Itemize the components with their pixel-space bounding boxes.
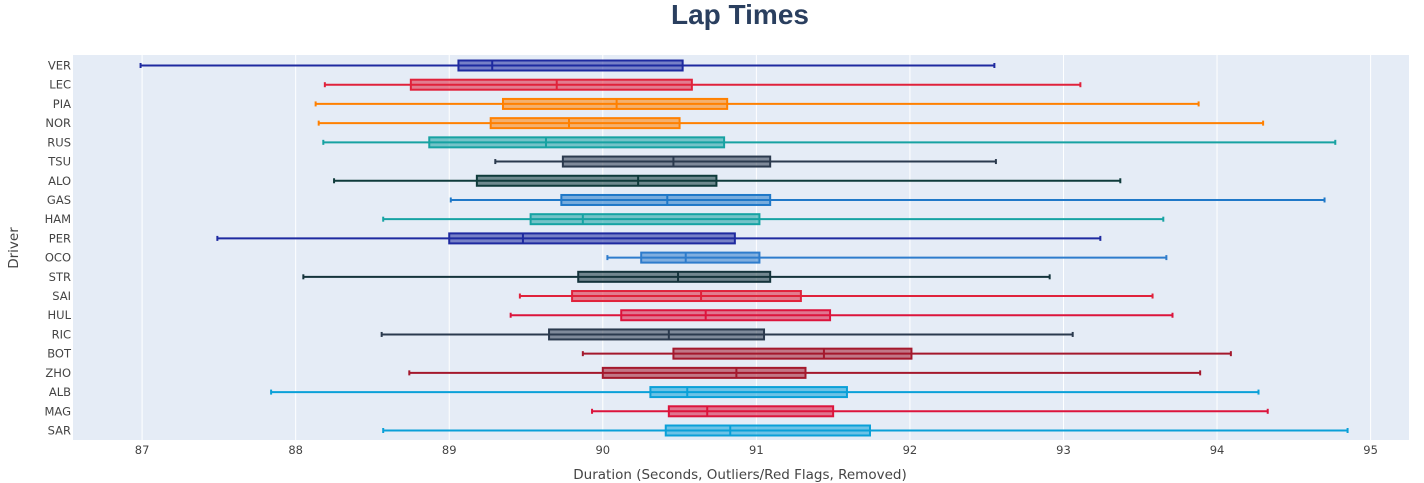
y-tick-label-sar: SAR: [48, 424, 71, 438]
x-tick-label-2: 89: [442, 443, 457, 457]
box-per: [216, 232, 1102, 245]
iqr-box-pia: [501, 97, 729, 110]
plot-background: [73, 55, 1409, 440]
iqr-box-ham: [529, 213, 761, 226]
iqr-box-sar: [664, 424, 871, 437]
y-tick-label-oco: OCO: [45, 251, 71, 265]
iqr-box-tsu: [561, 155, 772, 168]
iqr-box-ric: [548, 328, 766, 341]
box-str: [302, 270, 1051, 283]
iqr-box-zho: [601, 366, 807, 379]
y-tick-label-hul: HUL: [48, 308, 72, 322]
iqr-box-lec: [409, 78, 693, 91]
x-tick-label-0: 87: [135, 443, 150, 457]
box-alb: [270, 386, 1260, 399]
y-tick-label-tsu: TSU: [47, 155, 71, 169]
y-tick-label-bot: BOT: [47, 347, 72, 361]
box-bot: [581, 347, 1232, 360]
iqr-box-per: [448, 232, 736, 245]
y-tick-label-zho: ZHO: [45, 366, 71, 380]
iqr-box-alo: [475, 174, 718, 187]
iqr-box-nor: [489, 117, 681, 130]
iqr-box-bot: [672, 347, 913, 360]
iqr-box-hul: [620, 309, 832, 322]
y-tick-label-per: PER: [49, 231, 71, 245]
box-pia: [314, 97, 1200, 110]
chart-title: Lap Times: [671, 0, 809, 30]
y-tick-label-lec: LEC: [49, 78, 71, 92]
box-mag: [591, 405, 1269, 418]
iqr-box-sai: [571, 290, 802, 303]
y-tick-label-pia: PIA: [53, 97, 71, 111]
y-tick-label-ham: HAM: [45, 212, 71, 226]
iqr-box-gas: [560, 193, 772, 206]
iqr-box-alb: [649, 386, 848, 399]
box-gas: [449, 193, 1326, 206]
x-tick-label-4: 91: [749, 443, 764, 457]
y-tick-label-gas: GAS: [47, 193, 71, 207]
x-tick-label-3: 90: [595, 443, 610, 457]
x-axis-ticks: 87 88 89 90 91 92 93 94 95: [135, 443, 1378, 457]
box-alo: [333, 174, 1122, 187]
box-rus: [322, 136, 1337, 149]
y-axis-label: Driver: [6, 227, 22, 269]
y-tick-label-alb: ALB: [49, 385, 71, 399]
x-axis-label: Duration (Seconds, Outliers/Red Flags, R…: [573, 467, 906, 483]
box-ver: [139, 59, 996, 72]
iqr-box-rus: [428, 136, 726, 149]
y-tick-label-ver: VER: [48, 59, 71, 73]
y-tick-label-rus: RUS: [47, 135, 71, 149]
x-tick-label-1: 88: [288, 443, 303, 457]
y-tick-label-alo: ALO: [48, 174, 71, 188]
box-hul: [509, 309, 1174, 322]
y-tick-label-mag: MAG: [45, 404, 72, 418]
x-tick-label-8: 95: [1363, 443, 1378, 457]
x-tick-label-7: 94: [1210, 443, 1225, 457]
y-tick-label-nor: NOR: [45, 116, 71, 130]
iqr-box-str: [577, 270, 772, 283]
box-zho: [408, 366, 1202, 379]
y-tick-label-str: STR: [49, 270, 71, 284]
box-sai: [518, 290, 1154, 303]
box-sar: [382, 424, 1349, 437]
y-tick-label-sai: SAI: [52, 289, 71, 303]
y-axis-ticks: VER LEC PIA NOR RUS TSU ALO GAS HAM PER OCO STR SAI H…: [45, 59, 72, 438]
x-tick-label-6: 93: [1056, 443, 1071, 457]
box-lec: [323, 78, 1082, 91]
box-oco: [606, 251, 1168, 264]
y-tick-label-ric: RIC: [52, 327, 71, 341]
iqr-box-mag: [667, 405, 835, 418]
iqr-box-ver: [457, 59, 684, 72]
box-ric: [380, 328, 1074, 341]
box-ham: [382, 213, 1165, 226]
x-tick-label-5: 92: [903, 443, 918, 457]
box-plots: [139, 59, 1349, 437]
iqr-box-oco: [640, 251, 761, 264]
box-nor: [317, 117, 1265, 130]
box-tsu: [494, 155, 997, 168]
